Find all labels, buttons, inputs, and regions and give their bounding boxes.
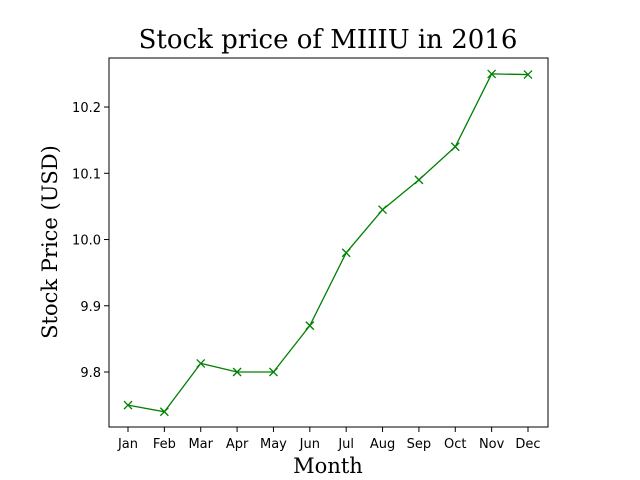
x-tick-label: Nov <box>479 437 505 452</box>
data-point-aug <box>378 205 388 215</box>
x-tick-label: Jul <box>337 437 354 452</box>
data-point-jul <box>341 248 351 258</box>
data-point-nov <box>487 69 497 79</box>
x-tick-label: Sep <box>407 437 432 452</box>
data-point-jun <box>305 321 315 331</box>
data-point-apr <box>232 367 242 377</box>
data-point-dec <box>523 70 533 80</box>
y-axis: 9.8 9.9 10.0 10.1 10.2 <box>72 101 109 381</box>
x-tick-label: Jun <box>299 437 320 452</box>
x-tick-label: Oct <box>444 437 466 452</box>
data-point-may <box>268 367 278 377</box>
y-axis-label: Stock Price (USD) <box>38 145 62 339</box>
x-axis-label: Month <box>293 454 363 478</box>
x-tick-label: Feb <box>153 437 176 452</box>
data-point-jan <box>123 400 133 410</box>
x-axis: Jan Feb Mar Apr May Jun Jul Aug Sep Oct Nov Dec <box>117 427 541 452</box>
data-point-feb <box>159 407 169 417</box>
y-tick-label: 9.9 <box>80 300 101 315</box>
chart-title: Stock price of MIIIU in 2016 <box>139 25 518 55</box>
x-tick-label: Apr <box>226 437 249 452</box>
x-tick-label: Aug <box>370 437 395 452</box>
data-point-mar <box>196 358 206 368</box>
x-tick-label: Dec <box>515 437 540 452</box>
y-tick-label: 9.8 <box>80 366 101 381</box>
x-tick-label: Jan <box>117 437 138 452</box>
y-tick-label: 10.0 <box>72 234 101 249</box>
plot-area <box>123 69 533 417</box>
x-tick-label: May <box>260 437 287 452</box>
x-tick-label: Mar <box>188 437 213 452</box>
y-tick-label: 10.1 <box>72 167 101 182</box>
data-point-sep <box>414 175 424 185</box>
series-line <box>127 73 529 413</box>
axes-frame <box>108 57 549 428</box>
y-tick-label: 10.2 <box>72 101 101 116</box>
data-point-oct <box>450 142 460 152</box>
